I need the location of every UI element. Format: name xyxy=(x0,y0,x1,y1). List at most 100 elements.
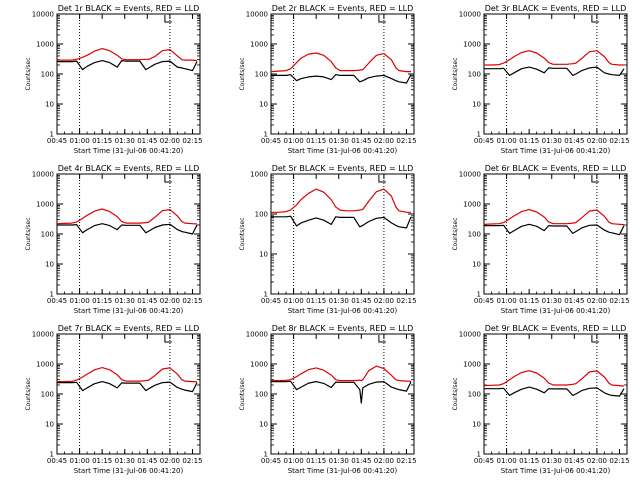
plot-frame xyxy=(483,173,628,295)
x-axis-label: Start Time (31-Jul-06 00:41:20) xyxy=(501,467,611,475)
events-series-line xyxy=(57,223,198,235)
x-axis-label: Start Time (31-Jul-06 00:41:20) xyxy=(74,147,184,155)
detector-panel: Det 4r BLACK = Events, RED = LLD Counts/s… xyxy=(25,164,203,315)
x-tick-label: 00:45 xyxy=(47,137,67,145)
y-tick-label: 10 xyxy=(45,261,54,269)
plot-frame xyxy=(56,13,201,135)
x-tick-label: 01:15 xyxy=(519,457,539,465)
y-tick-label: 1000 xyxy=(36,361,54,369)
lld-series-line xyxy=(57,367,198,383)
x-tick-label: 00:45 xyxy=(261,137,281,145)
x-axis-label: Start Time (31-Jul-06 00:41:20) xyxy=(501,307,611,315)
lld-series-line xyxy=(271,188,411,213)
panel-title: Det 6r BLACK = Events, RED = LLD xyxy=(485,164,627,173)
x-tick-label: 01:15 xyxy=(306,297,326,305)
y-tick-label: 100 xyxy=(255,391,268,399)
x-tick-label: 01:30 xyxy=(542,457,562,465)
x-tick-label: 02:15 xyxy=(182,137,202,145)
interval-marker xyxy=(164,335,172,343)
plot-frame xyxy=(56,333,201,455)
plot-frame xyxy=(270,333,415,455)
y-tick-label: 10 xyxy=(472,261,481,269)
x-tick-label: 02:15 xyxy=(396,297,416,305)
x-tick-label: 01:45 xyxy=(564,297,584,305)
x-tick-label: 02:00 xyxy=(587,457,607,465)
x-tick-label: 02:00 xyxy=(160,297,180,305)
x-tick-label: 02:00 xyxy=(160,137,180,145)
y-axis-label: Counts/sec xyxy=(25,377,32,410)
x-axis-label: Start Time (31-Jul-06 00:41:20) xyxy=(288,307,398,315)
y-tick-label: 1000 xyxy=(250,41,268,49)
lld-series-line xyxy=(56,208,198,225)
x-axis-label: Start Time (31-Jul-06 00:41:20) xyxy=(288,467,398,475)
x-tick-label: 01:45 xyxy=(137,457,157,465)
detector-panel: Det 7r BLACK = Events, RED = LLD Counts/s… xyxy=(25,324,203,475)
x-tick-label: 00:45 xyxy=(261,297,281,305)
events-series-line xyxy=(484,386,625,397)
y-tick-label: 100 xyxy=(468,71,481,79)
y-tick-label: 1 xyxy=(477,131,481,139)
y-tick-label: 1000 xyxy=(36,201,54,209)
x-tick-label: 01:45 xyxy=(564,457,584,465)
y-tick-label: 10000 xyxy=(459,331,481,339)
x-tick-label: 01:45 xyxy=(351,457,371,465)
y-tick-label: 10000 xyxy=(459,171,481,179)
y-axis-label: Counts/sec xyxy=(239,377,246,410)
y-tick-label: 1 xyxy=(264,451,268,459)
detector-panel: Det 5r BLACK = Events, RED = LLD Counts/s… xyxy=(239,164,417,315)
x-tick-label: 01:00 xyxy=(496,137,516,145)
x-tick-label: 02:00 xyxy=(587,297,607,305)
lld-series-line xyxy=(483,370,625,387)
y-axis-label: Counts/sec xyxy=(25,217,32,250)
y-tick-label: 1 xyxy=(50,131,54,139)
y-tick-label: 100 xyxy=(255,71,268,79)
y-axis-label: Counts/sec xyxy=(239,57,246,90)
x-tick-label: 02:00 xyxy=(160,457,180,465)
y-tick-label: 1 xyxy=(477,451,481,459)
y-tick-label: 1 xyxy=(264,131,268,139)
x-tick-label: 01:30 xyxy=(115,137,135,145)
x-tick-label: 00:45 xyxy=(474,137,494,145)
x-tick-label: 01:45 xyxy=(564,137,584,145)
panel-title: Det 3r BLACK = Events, RED = LLD xyxy=(485,4,627,13)
plot-frame xyxy=(270,173,415,295)
y-tick-label: 10000 xyxy=(32,11,54,19)
y-tick-label: 100 xyxy=(468,231,481,239)
x-tick-label: 02:15 xyxy=(396,137,416,145)
interval-marker xyxy=(591,15,599,23)
y-tick-label: 1 xyxy=(50,451,54,459)
x-tick-label: 01:45 xyxy=(137,297,157,305)
interval-marker xyxy=(591,335,599,343)
y-tick-label: 100 xyxy=(255,211,268,219)
x-tick-label: 01:30 xyxy=(115,297,135,305)
y-tick-label: 1 xyxy=(477,291,481,299)
x-tick-label: 02:15 xyxy=(396,457,416,465)
x-tick-label: 00:45 xyxy=(47,297,67,305)
x-tick-label: 01:00 xyxy=(283,457,303,465)
y-tick-label: 10 xyxy=(259,251,268,259)
x-tick-label: 00:45 xyxy=(474,457,494,465)
plot-frame xyxy=(483,13,628,135)
y-tick-label: 10000 xyxy=(459,11,481,19)
y-tick-label: 100 xyxy=(41,391,54,399)
x-tick-label: 01:00 xyxy=(283,297,303,305)
x-tick-label: 01:45 xyxy=(351,297,371,305)
interval-marker xyxy=(164,15,172,23)
y-tick-label: 1000 xyxy=(250,171,268,179)
y-tick-label: 100 xyxy=(41,71,54,79)
interval-marker xyxy=(378,335,386,343)
x-tick-label: 01:30 xyxy=(542,297,562,305)
plot-frame xyxy=(270,13,415,135)
y-tick-label: 10 xyxy=(472,421,481,429)
x-axis-label: Start Time (31-Jul-06 00:41:20) xyxy=(288,147,398,155)
x-tick-label: 02:00 xyxy=(374,297,394,305)
detector-panel: Det 3r BLACK = Events, RED = LLD Counts/s… xyxy=(452,4,630,155)
x-tick-label: 02:15 xyxy=(182,297,202,305)
x-tick-label: 02:00 xyxy=(587,137,607,145)
y-tick-label: 10000 xyxy=(246,331,268,339)
x-tick-label: 01:45 xyxy=(137,137,157,145)
panel-title: Det 7r BLACK = Events, RED = LLD xyxy=(58,324,200,333)
x-tick-label: 01:15 xyxy=(92,137,112,145)
y-tick-label: 100 xyxy=(468,391,481,399)
